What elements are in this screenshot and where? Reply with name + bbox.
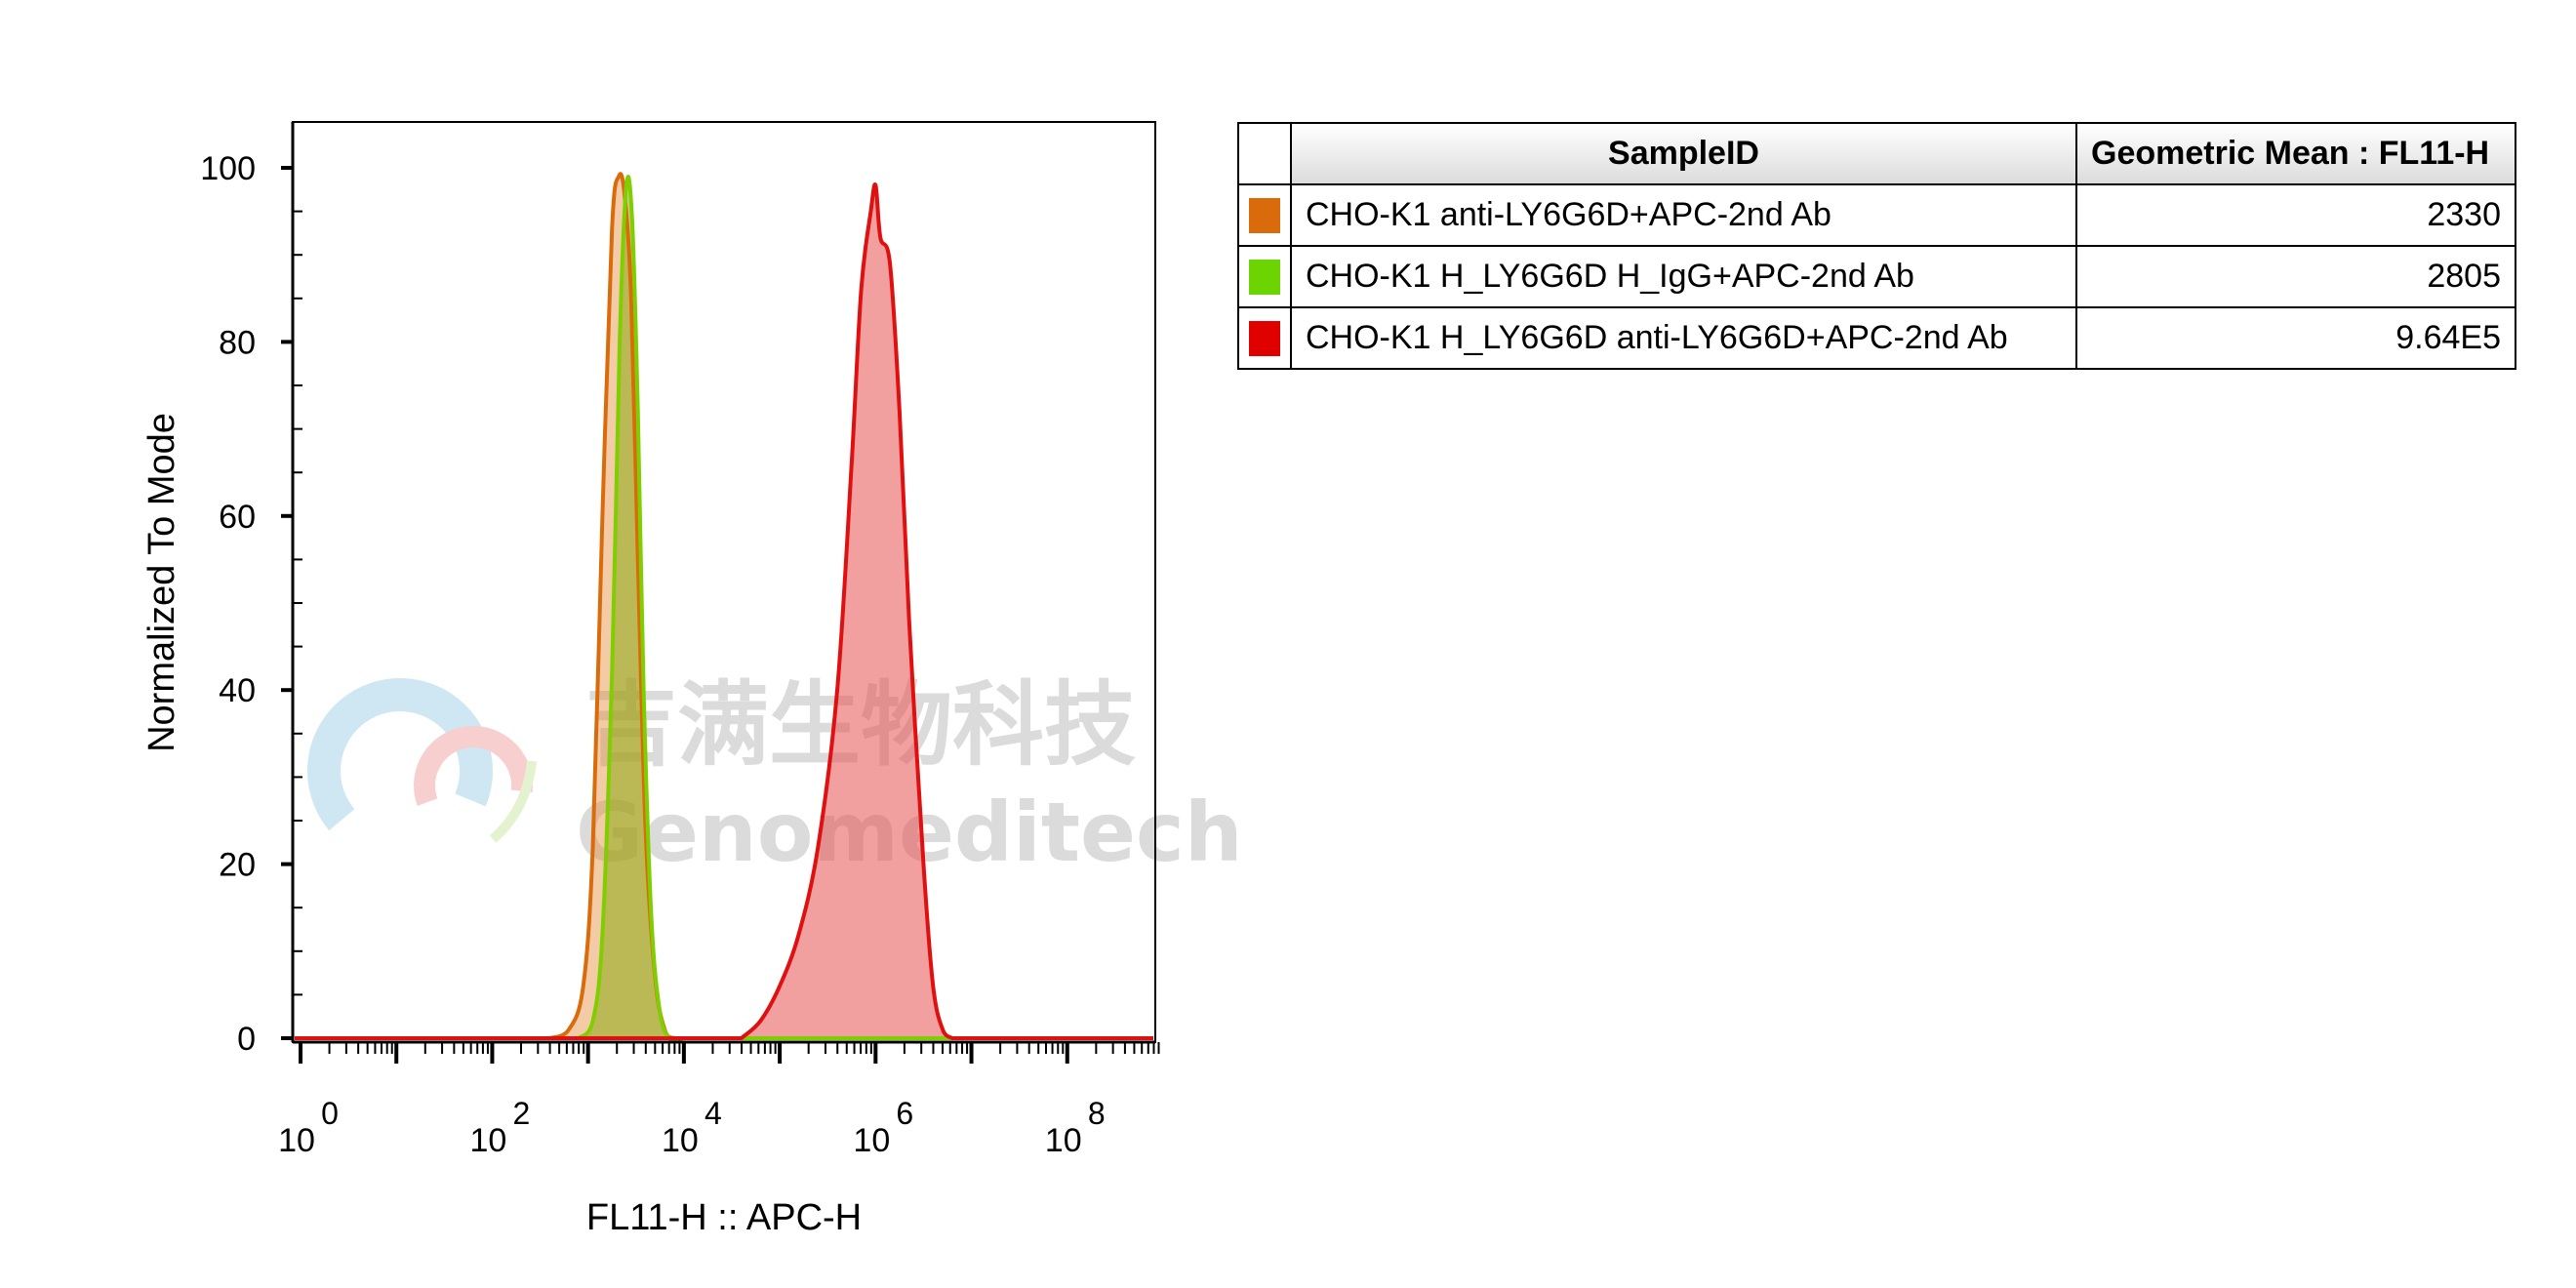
table-row: CHO-K1 H_LY6G6D H_IgG+APC-2nd Ab 2805 (1237, 245, 2516, 308)
legend-header-sampleid: SampleID (1290, 122, 2077, 185)
y-tick-label: 20 (219, 847, 256, 884)
x-tick-label-exponent: 4 (704, 1096, 722, 1131)
table-row: CHO-K1 H_LY6G6D anti-LY6G6D+APC-2nd Ab 9… (1237, 306, 2516, 370)
x-tick-label-exponent: 6 (896, 1096, 913, 1131)
legend-swatch-red (1249, 320, 1280, 356)
legend-swatch-green (1249, 259, 1280, 295)
legend-geometric-mean: 9.64E5 (2075, 306, 2516, 370)
y-tick-label: 0 (237, 1021, 256, 1058)
watermark-logo-icon (307, 678, 537, 864)
y-tick-label: 40 (219, 672, 256, 709)
plot-area (292, 121, 1156, 1043)
x-tick-label-exponent: 0 (321, 1096, 339, 1131)
series-line-0 (295, 172, 1153, 1041)
legend-sample-name: CHO-K1 H_LY6G6D H_IgG+APC-2nd Ab (1290, 245, 2077, 308)
legend-geometric-mean: 2330 (2075, 183, 2516, 247)
y-tick-label: 100 (200, 150, 256, 187)
y-axis-label: Normalized To Mode (141, 413, 182, 752)
series-fill-1 (578, 177, 679, 1040)
x-tick-label-base: 10 (662, 1122, 699, 1159)
legend-table: SampleID Geometric Mean : FL11-H CHO-K1 … (1237, 122, 2516, 370)
legend-sample-name: CHO-K1 H_LY6G6D anti-LY6G6D+APC-2nd Ab (1290, 306, 2077, 370)
legend-header-row: SampleID Geometric Mean : FL11-H (1237, 122, 2516, 185)
x-tick-label-exponent: 2 (513, 1096, 531, 1131)
x-tick-label-base: 10 (470, 1122, 507, 1159)
x-tick-label-base: 10 (1045, 1122, 1082, 1159)
series-line-1 (295, 175, 1153, 1042)
series-layer (295, 172, 1153, 1042)
y-ticks: 0 20 40 60 80 100 (200, 150, 302, 1058)
x-axis-label: FL11-H :: APC-H (586, 1197, 862, 1238)
x-tick-label-exponent: 8 (1088, 1096, 1106, 1131)
watermark: 吉满生物科技 Genomeditech (307, 672, 1243, 880)
series-fill-2 (741, 183, 952, 1038)
x-tick-label-base: 10 (278, 1122, 315, 1159)
legend-header-geometric-mean: Geometric Mean : FL11-H (2075, 122, 2516, 185)
series-line-2 (295, 181, 1153, 1040)
y-tick-label: 80 (219, 324, 256, 361)
legend-sample-name: CHO-K1 anti-LY6G6D+APC-2nd Ab (1290, 183, 2077, 247)
legend-geometric-mean: 2805 (2075, 245, 2516, 308)
legend-corner-cell (1237, 122, 1292, 185)
x-tick-label-base: 10 (853, 1122, 890, 1159)
table-row: CHO-K1 anti-LY6G6D+APC-2nd Ab 2330 (1237, 183, 2516, 247)
y-tick-label: 60 (219, 499, 256, 536)
legend-swatch-orange (1249, 197, 1280, 233)
